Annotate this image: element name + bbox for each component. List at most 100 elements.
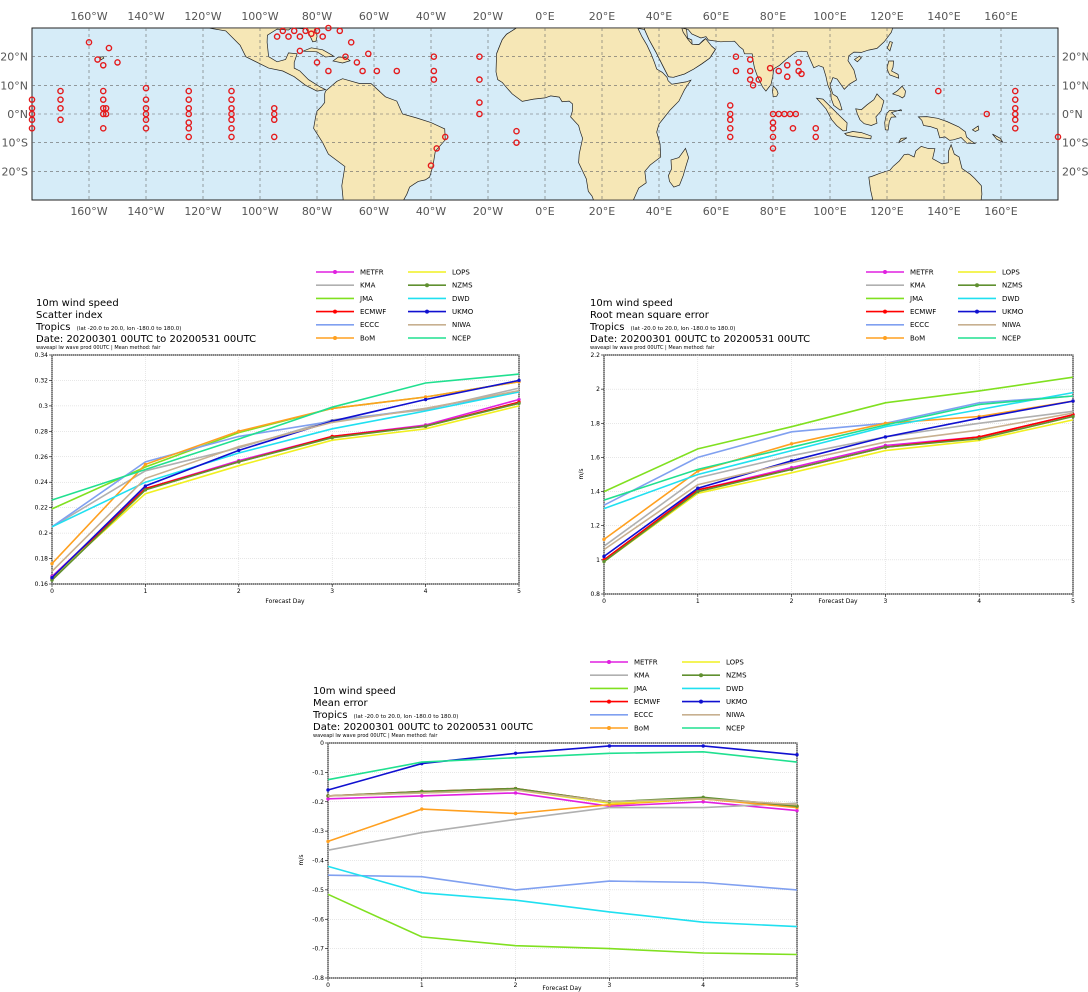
data-point-nzms: [50, 578, 54, 582]
map-lon-label: 20°W: [473, 205, 503, 218]
x-tick-label: 1: [696, 598, 700, 605]
data-point-ukmo: [602, 554, 606, 559]
legend-marker-ukmo: [699, 699, 703, 704]
land-mass: [898, 137, 908, 144]
land-mass: [302, 47, 335, 58]
legend-label-bom: BoM: [360, 334, 375, 342]
y-axis-label: m/s: [578, 469, 585, 480]
station-marker: [57, 96, 64, 103]
land-mass: [971, 125, 980, 132]
station-marker: [1011, 87, 1019, 95]
data-point-nzms: [143, 488, 148, 492]
series-line-dwd: [327, 865, 798, 928]
y-tick-label: 0.8: [590, 591, 600, 598]
legend-marker-metfr: [333, 270, 337, 274]
y-tick-label: 0.2: [38, 530, 48, 537]
land-mass: [886, 60, 900, 79]
y-axis-ticks: -0.8 -0.7 -0.6 -0.5 -0.4 -0.3 -0.2 -0.1 0: [312, 740, 328, 982]
data-point-nzms: [977, 436, 981, 441]
map-lon-label: 160°E: [984, 10, 1017, 23]
series-line-ukmo: [327, 745, 798, 791]
station-marker: [28, 116, 36, 124]
data-point-bom: [513, 811, 518, 816]
legend-label-bom: BoM: [910, 334, 925, 342]
station-marker: [99, 110, 107, 118]
station-marker: [812, 133, 820, 141]
map-lat-label: 20°N: [0, 51, 28, 64]
station-marker: [142, 125, 150, 132]
map-lon-label: 40°E: [646, 10, 672, 23]
data-point-metfr: [326, 797, 330, 801]
y-axis-ticks: 0.16 0.18 0.2 0.22 0.24 0.26 0.28 0.3 0.32 0.34: [35, 352, 52, 588]
rmse-chart: 10m wind speed Root mean square error Tr…: [578, 268, 1075, 605]
data-point-ukmo: [513, 751, 518, 755]
map-lon-labels-bottom: 160°W 140°W 120°W 100°W 80°W 60°W 40°W 20°W 0°E 2…: [70, 205, 1017, 218]
y-tick-label: -0.5: [312, 887, 324, 894]
chart-note: waveapi lw wave prod 00UTC | Mean method…: [313, 733, 438, 739]
data-point-nzms: [423, 424, 428, 428]
map-lon-label: 40°E: [646, 205, 672, 218]
data-point-nzms: [330, 435, 334, 440]
data-point-ukmo: [607, 744, 612, 748]
series-line-nzms: [51, 402, 520, 581]
data-point-ukmo: [977, 416, 981, 420]
y-tick-label: -0.2: [312, 799, 324, 806]
map-lat-labels-left: 20°N 10°N 0°N 10°S 20°S: [0, 51, 28, 179]
station-marker: [142, 96, 150, 103]
legend-label-eccc: ECCC: [360, 321, 379, 329]
station-marker: [476, 99, 483, 106]
legend-label-jma: JMA: [359, 295, 373, 303]
x-tick-label: 4: [701, 982, 705, 989]
station-marker: [57, 116, 64, 124]
station-marker: [296, 33, 304, 40]
station-marker: [798, 70, 805, 78]
chart-note: waveapi lw wave prod 00UTC | Mean method…: [590, 345, 715, 351]
map-lon-label: 60°W: [359, 205, 389, 218]
station-marker: [185, 110, 193, 118]
map-stations: [28, 24, 1062, 169]
station-marker: [28, 96, 36, 103]
series-line-ncep: [327, 750, 798, 781]
station-marker: [185, 133, 193, 141]
station-marker: [795, 59, 802, 66]
chart-title-line-1: 10m wind speed: [36, 298, 119, 309]
data-point-ukmo: [423, 397, 428, 402]
data-point-bom: [602, 537, 606, 542]
station-marker: [935, 87, 942, 95]
land-mass: [815, 97, 848, 132]
land-mass: [668, 147, 689, 188]
map-lon-label: 0°E: [535, 205, 554, 218]
data-point-bom: [237, 429, 241, 434]
y-tick-label: -0.1: [312, 769, 324, 776]
y-tick-label: 1.6: [590, 454, 600, 461]
data-point-ukmo: [883, 435, 888, 439]
map-lon-label: 160°W: [70, 10, 107, 23]
map-lon-label: 80°E: [760, 10, 786, 23]
station-marker: [775, 67, 783, 75]
legend-label-kma: KMA: [910, 282, 926, 290]
data-point-ukmo: [50, 575, 54, 580]
x-tick-label: 2: [790, 598, 794, 605]
data-point-ukmo: [237, 448, 241, 453]
legend-label-niwa: NIWA: [726, 711, 745, 719]
legend-marker-ecmwf: [883, 309, 887, 314]
station-marker: [105, 44, 113, 52]
station-marker: [99, 96, 107, 103]
station-marker: [766, 64, 774, 72]
station-marker: [99, 61, 107, 69]
station-marker: [273, 33, 281, 40]
map-lat-label: 10°S: [1062, 137, 1088, 150]
map-lon-label: 80°W: [302, 10, 332, 23]
plot-gridlines: [327, 742, 798, 979]
series-line-dwd: [51, 391, 520, 528]
map-lon-label: 120°W: [184, 205, 221, 218]
station-marker: [28, 125, 36, 132]
x-tick-label: 5: [1071, 598, 1075, 605]
legend-label-nzms: NZMS: [452, 282, 473, 290]
y-tick-label: 0.18: [35, 556, 49, 563]
data-point-metfr: [517, 397, 521, 402]
station-marker: [732, 53, 740, 60]
y-tick-label: -0.6: [312, 916, 324, 923]
x-axis-ticks: 0 1 2 3 4 5: [602, 594, 1075, 605]
land-mass: [884, 109, 903, 131]
